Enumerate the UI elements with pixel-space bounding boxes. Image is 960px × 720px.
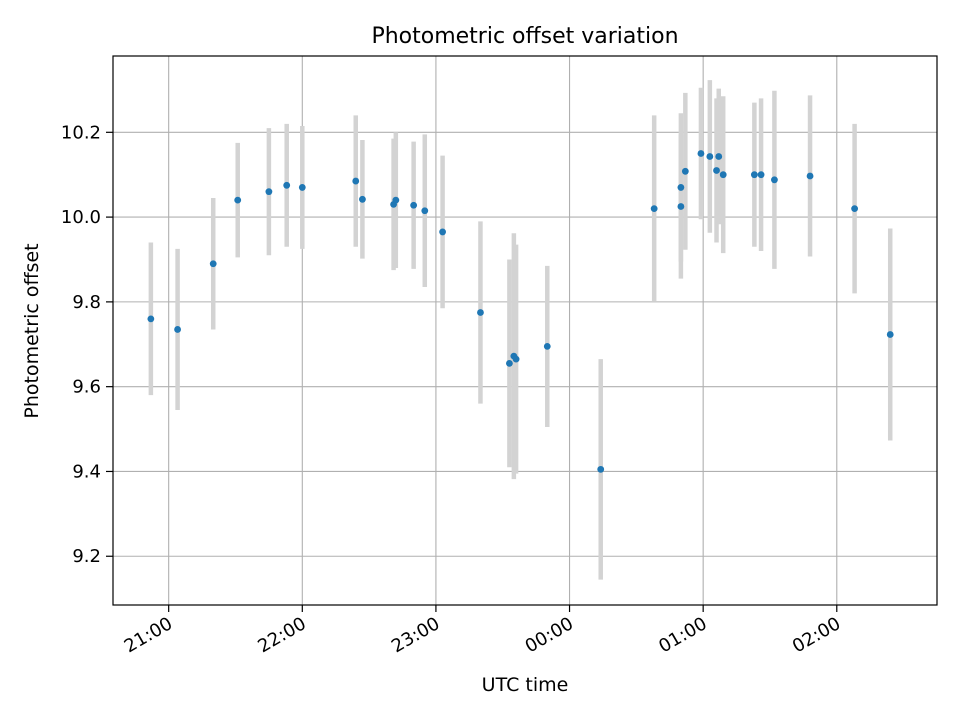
data-point xyxy=(851,205,858,213)
x-tick-label: 02:00 xyxy=(789,613,844,657)
data-point xyxy=(234,196,242,204)
y-tick-label: 9.8 xyxy=(72,292,101,313)
x-tick-label: 00:00 xyxy=(522,613,577,657)
y-tick-label: 9.2 xyxy=(72,546,101,567)
x-tick-label: 22:00 xyxy=(254,613,309,657)
y-tick-label: 9.6 xyxy=(72,377,101,398)
data-point xyxy=(506,359,513,367)
x-axis-label: UTC time xyxy=(482,674,569,696)
data-point xyxy=(771,176,778,184)
data-point xyxy=(650,205,658,213)
data-point xyxy=(392,196,400,204)
data-point xyxy=(174,326,181,333)
data-point xyxy=(706,153,714,160)
y-tick-label: 10.0 xyxy=(61,207,101,228)
data-point xyxy=(715,153,723,160)
data-point xyxy=(806,172,814,180)
data-point xyxy=(677,184,685,191)
data-point xyxy=(147,315,155,323)
y-tick-label: 10.2 xyxy=(61,122,101,143)
x-tick-label: 21:00 xyxy=(121,613,176,657)
data-point xyxy=(886,331,894,338)
data-point xyxy=(757,171,765,179)
error-bars xyxy=(148,80,893,580)
data-point xyxy=(750,171,758,179)
x-tick-label: 01:00 xyxy=(655,613,710,657)
data-point xyxy=(265,188,273,196)
data-point xyxy=(713,167,720,174)
chart-title: Photometric offset variation xyxy=(371,24,678,49)
data-point xyxy=(283,181,291,189)
x-axis-ticks: 21:00 22:00 23:00 00:00 01:00 02:00 xyxy=(121,605,844,657)
y-tick-label: 9.4 xyxy=(72,461,101,482)
y-axis-ticks: 9.2 9.4 9.6 9.8 10.0 10.2 xyxy=(61,122,113,567)
data-point xyxy=(209,260,217,268)
data-point xyxy=(410,201,418,209)
data-point xyxy=(352,177,360,185)
data-point xyxy=(719,171,727,179)
x-tick-label: 23:00 xyxy=(388,613,443,657)
data-point xyxy=(512,355,520,363)
data-point xyxy=(543,342,551,350)
data-point xyxy=(697,150,705,157)
data-point xyxy=(421,207,429,215)
data-point xyxy=(677,203,685,210)
data-point xyxy=(597,465,605,473)
data-points xyxy=(147,150,894,473)
data-point xyxy=(298,184,306,191)
y-axis-label: Photometric offset xyxy=(21,243,43,418)
grid-lines xyxy=(113,56,937,605)
plot-frame xyxy=(112,55,938,606)
data-point xyxy=(681,167,689,175)
data-point xyxy=(359,195,366,203)
data-point xyxy=(439,228,446,236)
data-point xyxy=(477,309,484,316)
